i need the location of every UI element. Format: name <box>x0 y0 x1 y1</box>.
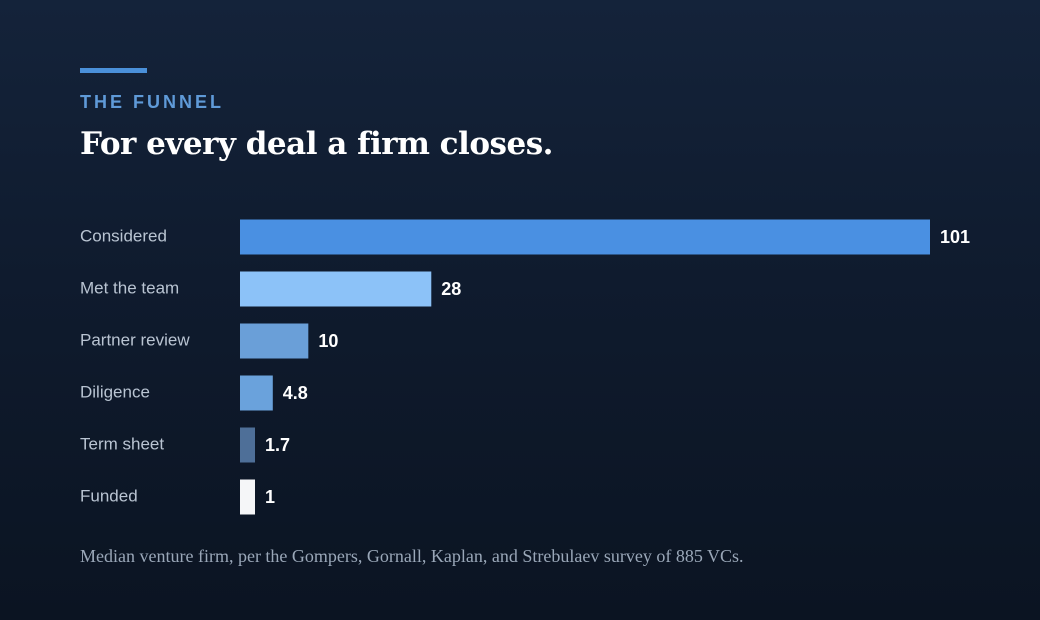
category-label-diligence: Diligence <box>80 382 150 401</box>
bar-term-sheet <box>240 427 255 463</box>
category-label-term-sheet: Term sheet <box>80 434 164 453</box>
value-label-diligence: 4.8 <box>283 383 308 403</box>
bar-diligence <box>240 375 273 411</box>
accent-rule <box>80 68 147 73</box>
bar-partner-review <box>240 323 309 359</box>
bar-funded <box>240 479 255 515</box>
footnote: Median venture firm, per the Gompers, Go… <box>80 546 744 566</box>
chart-title: For every deal a firm closes. <box>80 126 553 162</box>
value-label-partner-review: 10 <box>318 331 338 351</box>
kicker: THE FUNNEL <box>80 92 224 112</box>
bar-met-the-team <box>240 271 432 307</box>
category-label-funded: Funded <box>80 486 138 505</box>
category-label-considered: Considered <box>80 226 167 245</box>
bar-considered <box>240 219 930 255</box>
category-label-met-the-team: Met the team <box>80 278 179 297</box>
value-label-met-the-team: 28 <box>441 279 461 299</box>
value-label-funded: 1 <box>265 487 275 507</box>
value-label-term-sheet: 1.7 <box>265 435 290 455</box>
category-label-partner-review: Partner review <box>80 330 190 349</box>
value-label-considered: 101 <box>940 227 970 247</box>
